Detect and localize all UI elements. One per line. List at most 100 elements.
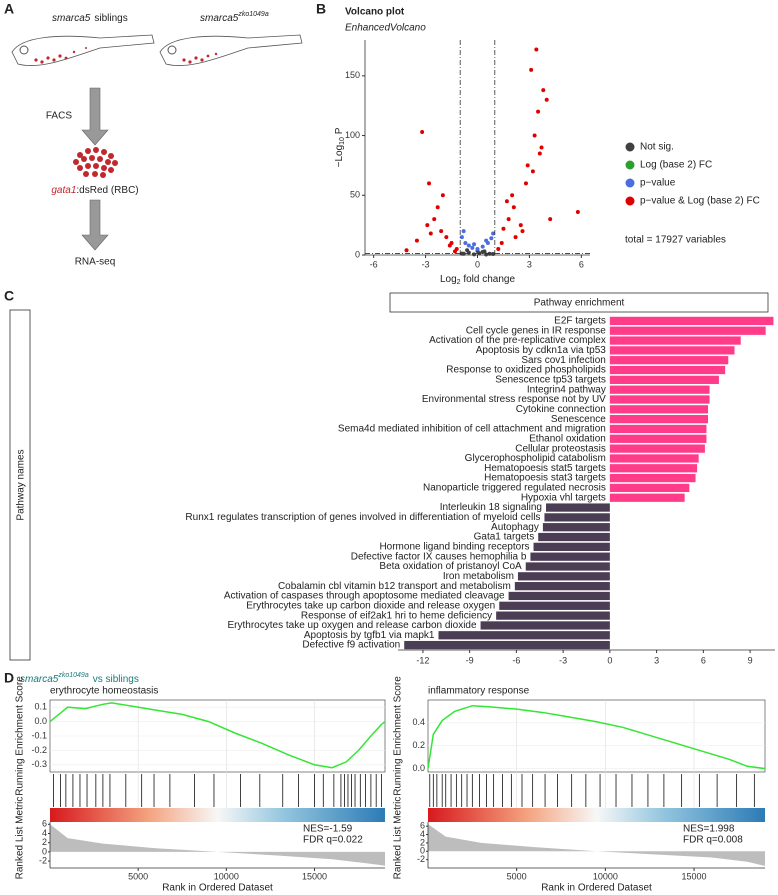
x-tick-label: -12 (416, 655, 429, 665)
point (539, 145, 544, 150)
fish-eye (167, 45, 177, 55)
rank-heat (428, 808, 765, 822)
y-axis-label: Pathway names (16, 449, 27, 520)
point (544, 97, 549, 102)
point (428, 231, 433, 236)
bar (609, 365, 726, 375)
category-label: Activation of the pre-replicative comple… (429, 335, 606, 346)
legend-swatch (625, 178, 635, 188)
axis-label-part: fold change (461, 274, 516, 285)
y-tick-label: 0.2 (412, 740, 425, 750)
point (435, 205, 440, 210)
category-label: Activation of caspases through apoptosom… (224, 591, 505, 602)
y-tick-label: 4 (420, 829, 425, 839)
point (432, 217, 437, 222)
category-label: Hematopoesis stat3 targets (484, 473, 606, 484)
axis-label-part: 2 (457, 279, 461, 286)
bar (609, 405, 709, 414)
point (470, 245, 475, 250)
point (513, 235, 518, 240)
panel-label: C (4, 288, 14, 304)
sibling-label: smarca5 siblings (52, 13, 128, 24)
header-box (389, 292, 769, 313)
gene: gata1 (51, 185, 76, 196)
x-tick-label: 0 (607, 655, 612, 665)
legend-label: p−value & Log (base 2) FC (640, 196, 760, 207)
axis-label-part: −Log (334, 145, 345, 168)
category-label: E2F targets (554, 316, 606, 327)
rest: vs siblings (93, 674, 139, 685)
rbc-dots (34, 47, 218, 64)
point (453, 249, 457, 254)
y-tick-label: -0.2 (31, 745, 47, 755)
plot-title: inflammatory response (428, 686, 530, 697)
header: Pathway enrichment (534, 298, 625, 309)
point (439, 229, 444, 234)
point (480, 250, 485, 255)
bar (609, 326, 766, 335)
category-label: Apoptosis by tgfb1 via mapk1 (304, 630, 435, 641)
x-tick-label: 15000 (682, 871, 707, 881)
gene: smarca5 (52, 13, 91, 24)
point (465, 248, 470, 253)
point (530, 169, 535, 174)
point (472, 242, 477, 247)
category-label: Hormone ligand binding receptors (379, 541, 529, 552)
point (480, 244, 485, 249)
category-label: Erythrocytes take up carbon dioxide and … (246, 600, 495, 611)
x-tick-label: 10000 (593, 871, 618, 881)
y-tick-label: 2 (42, 837, 47, 847)
side-box (9, 309, 31, 661)
point (484, 238, 489, 243)
fish (159, 34, 303, 66)
plot-title: erythrocyte homeostasis (50, 686, 158, 697)
y-tick-label: 0 (420, 846, 425, 856)
point (491, 252, 496, 257)
point (475, 247, 480, 252)
reporter: :dsRed (RBC) (76, 185, 138, 196)
category-label: Environmental stress response not by UV (422, 394, 606, 405)
category-label: Sars cov1 infection (521, 355, 606, 366)
bar (609, 454, 699, 463)
y-axis-label: Ranked List Metric (15, 797, 26, 880)
bar (404, 640, 610, 650)
point (575, 210, 580, 214)
axis-label: Log2 fold change (440, 274, 516, 286)
point (548, 217, 553, 222)
bar (538, 532, 610, 542)
bar (525, 562, 610, 571)
point (489, 236, 494, 241)
category-label: Sema4d mediated inhibition of cell attac… (338, 424, 606, 435)
bar (514, 582, 610, 591)
y-axis-label: Running Enrichment Score (393, 676, 404, 796)
point (523, 181, 528, 186)
bar (508, 591, 610, 601)
y-tick-label: -0.3 (31, 759, 47, 769)
y-tick-label: -0.1 (31, 730, 47, 740)
bar (609, 424, 707, 434)
bar (609, 483, 690, 493)
bar (609, 434, 707, 443)
bar (609, 473, 696, 483)
x-tick-label: 5000 (128, 871, 148, 881)
legend-swatch (625, 160, 635, 170)
annotation: total = 17927 variables (625, 235, 726, 246)
point (499, 241, 504, 246)
bar (438, 631, 610, 640)
bar (480, 621, 610, 630)
category-label: Erythrocytes take up oxygen and release … (228, 620, 477, 631)
point (506, 217, 511, 222)
category-label: Defective factor IX causes hemophilia b (351, 551, 527, 562)
x-tick-label: 9 (748, 655, 753, 665)
category-label: Ethanol oxidation (529, 433, 606, 444)
es-frame (427, 699, 766, 773)
y-axis-label: Ranked List Metric (393, 797, 404, 880)
es-curve (49, 702, 386, 769)
fish-eye (19, 45, 29, 55)
category-label: Cytokine connection (516, 404, 606, 415)
category-label: Nanoparticle triggered regulated necrosi… (423, 483, 606, 494)
category-label: Hematopoesis stat5 targets (484, 463, 606, 474)
point (537, 151, 542, 156)
category-label: Cobalamin cbl vitamin b12 transport and … (278, 581, 511, 592)
point (525, 163, 530, 168)
